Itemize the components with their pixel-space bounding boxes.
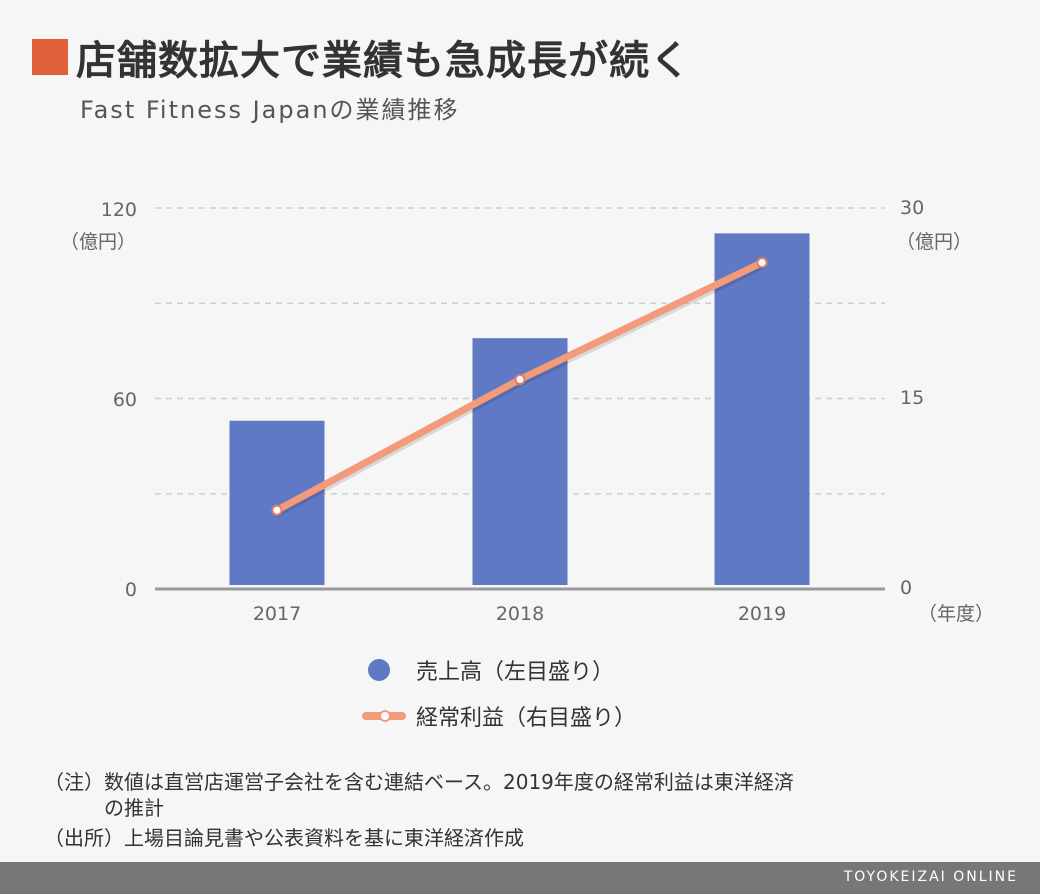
profit-point-2017 bbox=[271, 504, 283, 516]
bar-series bbox=[229, 233, 810, 585]
chart-area: 120 60 0 （億円） 30 15 0 （億円） 2017 2018 201… bbox=[60, 197, 994, 625]
legend-bar-swatch bbox=[368, 659, 390, 681]
profit-point-2019 bbox=[756, 257, 768, 269]
legend-label-profit: 経常利益（右目盛り） bbox=[416, 706, 637, 731]
x-tick-2018: 2018 bbox=[496, 603, 544, 625]
axis-labels: 120 60 0 （億円） 30 15 0 （億円） 2017 2018 201… bbox=[60, 197, 994, 625]
title-block: 店舗数拡大で業績も急成長が続く bbox=[32, 28, 691, 86]
note-line-1: （注）数値は直営店運営子会社を含む連結ベース。2019年度の経常利益は東洋経済 bbox=[44, 770, 794, 794]
legend-line-swatch bbox=[362, 710, 406, 722]
left-axis-unit: （億円） bbox=[60, 231, 136, 253]
left-tick-120: 120 bbox=[101, 199, 137, 221]
legend-label-sales: 売上高（左目盛り） bbox=[416, 660, 615, 685]
bar-2017 bbox=[229, 420, 325, 585]
chart-subtitle: Fast Fitness Japanの業績推移 bbox=[80, 96, 460, 124]
footer-brand: TOYOKEIZAI ONLINE bbox=[843, 869, 1018, 885]
right-axis-unit: （億円） bbox=[896, 231, 972, 253]
source-line: （出所）上場目論見書や公表資料を基に東洋経済作成 bbox=[44, 826, 524, 850]
line-series bbox=[271, 257, 768, 517]
right-tick-30: 30 bbox=[900, 197, 924, 219]
right-tick-15: 15 bbox=[900, 387, 924, 409]
chart-title: 店舗数拡大で業績も急成長が続く bbox=[76, 38, 691, 84]
footer-bar: TOYOKEIZAI ONLINE bbox=[0, 862, 1040, 894]
legend-item-profit: 経常利益（右目盛り） bbox=[362, 700, 636, 732]
x-tick-2017: 2017 bbox=[253, 603, 301, 625]
profit-point-2018 bbox=[514, 373, 526, 385]
right-tick-0: 0 bbox=[900, 577, 912, 599]
note-line-2: の推計 bbox=[44, 796, 164, 820]
legend-item-sales: 売上高（左目盛り） bbox=[362, 654, 614, 686]
title-marker-square bbox=[32, 39, 68, 75]
left-tick-0: 0 bbox=[125, 579, 137, 601]
left-tick-60: 60 bbox=[113, 389, 137, 411]
bar-2019 bbox=[714, 233, 810, 585]
x-tick-2019: 2019 bbox=[738, 603, 786, 625]
x-axis-unit: （年度） bbox=[918, 603, 994, 625]
